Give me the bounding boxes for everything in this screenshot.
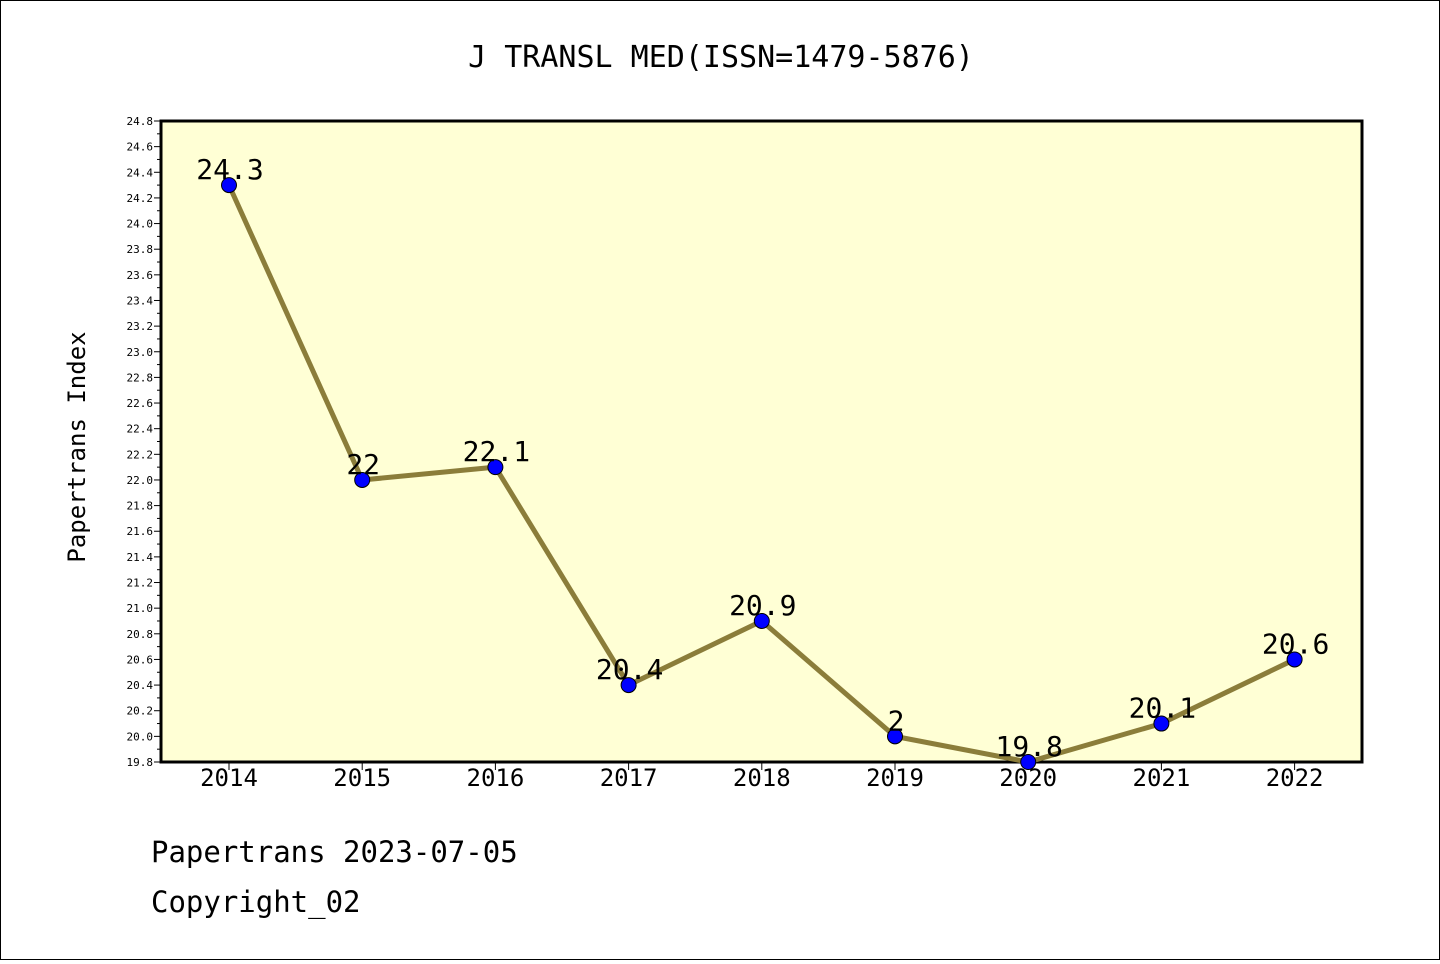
y-tick-label: 23.6 — [127, 269, 154, 282]
x-tick-label: 2022 — [1266, 764, 1324, 792]
data-point-marker — [753, 612, 770, 629]
y-tick-label: 24.4 — [127, 166, 154, 179]
data-point-marker — [221, 177, 237, 194]
x-tick-label: 2019 — [866, 764, 924, 792]
data-label: 24.3 — [196, 153, 263, 186]
x-tick-label: 2014 — [200, 764, 258, 792]
data-label: 20.9 — [729, 589, 796, 622]
y-tick-label: 23.4 — [127, 294, 154, 307]
y-tick-label: 22.0 — [127, 474, 154, 487]
y-tick-label: 22.4 — [127, 423, 154, 436]
plot-area — [159, 119, 1364, 764]
data-point-marker — [620, 677, 637, 694]
y-tick-label: 21.0 — [127, 602, 154, 615]
y-tick-label: 23.8 — [127, 243, 154, 256]
y-tick-label: 22.8 — [127, 371, 154, 384]
y-axis: 19.8 20.0 20.2 20.4 20.6 20.8 21.0 21.2 21.4 21.6… — [127, 115, 161, 769]
x-tick-label: 2021 — [1133, 764, 1191, 792]
data-label: 22.1 — [463, 435, 530, 468]
y-tick-label: 22.6 — [127, 397, 154, 410]
footer-date-text: Papertrans 2023-07-05 — [151, 835, 518, 869]
y-tick-label: 21.2 — [127, 577, 154, 590]
data-point-marker — [1020, 754, 1037, 770]
x-tick-label: 2015 — [333, 764, 391, 792]
y-tick-label: 24.8 — [127, 115, 154, 128]
data-label: 2 — [888, 704, 905, 737]
data-label: 20.1 — [1129, 692, 1196, 725]
data-label: 20.4 — [596, 653, 663, 686]
y-tick-label: 22.2 — [127, 448, 154, 461]
y-tick-label: 23.0 — [127, 346, 154, 359]
y-tick-label: 20.2 — [127, 705, 154, 718]
data-point-marker — [887, 728, 903, 745]
data-point-marker — [354, 471, 371, 488]
data-point-marker — [487, 459, 504, 476]
y-tick-label: 19.8 — [127, 756, 154, 769]
y-tick-label: 24.6 — [127, 141, 154, 154]
y-tick-label: 23.2 — [127, 320, 154, 333]
footer-copyright-text: Copyright_02 — [151, 885, 361, 919]
y-tick-label: 20.4 — [127, 679, 154, 692]
data-label: 19.8 — [995, 730, 1062, 763]
y-axis-label: Papertrans Index — [63, 331, 91, 562]
x-tick-label: 2016 — [467, 764, 525, 792]
series-line — [221, 177, 1303, 770]
y-tick-label: 20.0 — [127, 730, 154, 743]
y-tick-label: 21.6 — [127, 525, 154, 538]
y-tick-label: 20.6 — [127, 653, 154, 666]
y-tick-label: 20.8 — [127, 628, 154, 641]
data-point-marker — [1286, 651, 1303, 668]
data-labels: 24.3 22 22.1 20.4 20.9 2 19.8 20.1 20.6 — [196, 153, 1329, 763]
y-tick-label: 24.0 — [127, 218, 154, 231]
x-tick-label: 2017 — [600, 764, 658, 792]
x-axis: 2014 2015 2016 2017 2018 2019 2020 2021 2022 — [200, 762, 1323, 792]
y-tick-label: 21.4 — [127, 551, 154, 564]
data-point-marker — [1153, 715, 1170, 732]
data-label: 22 — [346, 448, 380, 481]
y-tick-label: 21.8 — [127, 500, 154, 513]
data-label: 20.6 — [1262, 627, 1329, 660]
y-tick-label: 24.2 — [127, 192, 154, 205]
x-tick-label: 2018 — [733, 764, 791, 792]
chart-title: J TRANSL MED(ISSN=1479-5876) — [468, 40, 974, 75]
